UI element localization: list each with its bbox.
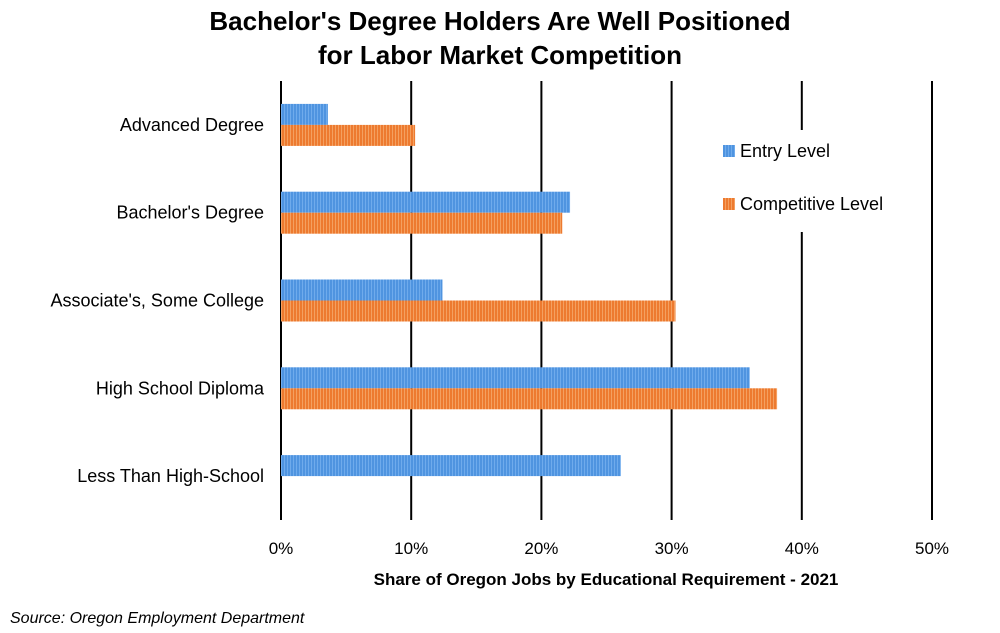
category-label: Less Than High-School [77,466,264,486]
legend-label: Competitive Level [740,194,883,214]
x-tick-label: 40% [785,539,819,558]
bar-competitive-level [281,212,563,234]
category-label: High School Diploma [96,378,265,398]
bar-competitive-level [281,300,676,322]
x-tick-label: 10% [394,539,428,558]
x-tick-label: 20% [524,539,558,558]
source-note: Source: Oregon Employment Department [10,610,305,627]
x-tick-label: 30% [655,539,689,558]
category-label: Associate's, Some College [50,291,264,311]
bar-entry-level [281,103,328,125]
chart-title-line2: for Labor Market Competition [317,40,682,70]
legend-swatch [723,198,735,210]
x-tick-label: 0% [269,539,294,558]
bar-entry-level [281,455,621,477]
bar-chart: 0% 10% 20% 30% 40% 50% Advanced Degree Bachelor… [50,81,949,558]
legend-swatch [723,145,735,157]
chart-title: Bachelor's Degree Holders Are Well Posit… [0,4,1000,72]
bar-competitive-level [281,388,778,410]
category-label: Bachelor's Degree [116,203,264,223]
bar-entry-level [281,279,443,301]
x-axis-label: Share of Oregon Jobs by Educational Requ… [373,570,839,589]
chart-title-line1: Bachelor's Degree Holders Are Well Posit… [209,6,791,36]
bar-entry-level [281,367,750,389]
x-tick-label: 50% [915,539,949,558]
bar-competitive-level [281,124,416,146]
legend-label: Entry Level [740,141,830,161]
bar-entry-level [281,191,571,213]
category-label: Advanced Degree [120,115,264,135]
